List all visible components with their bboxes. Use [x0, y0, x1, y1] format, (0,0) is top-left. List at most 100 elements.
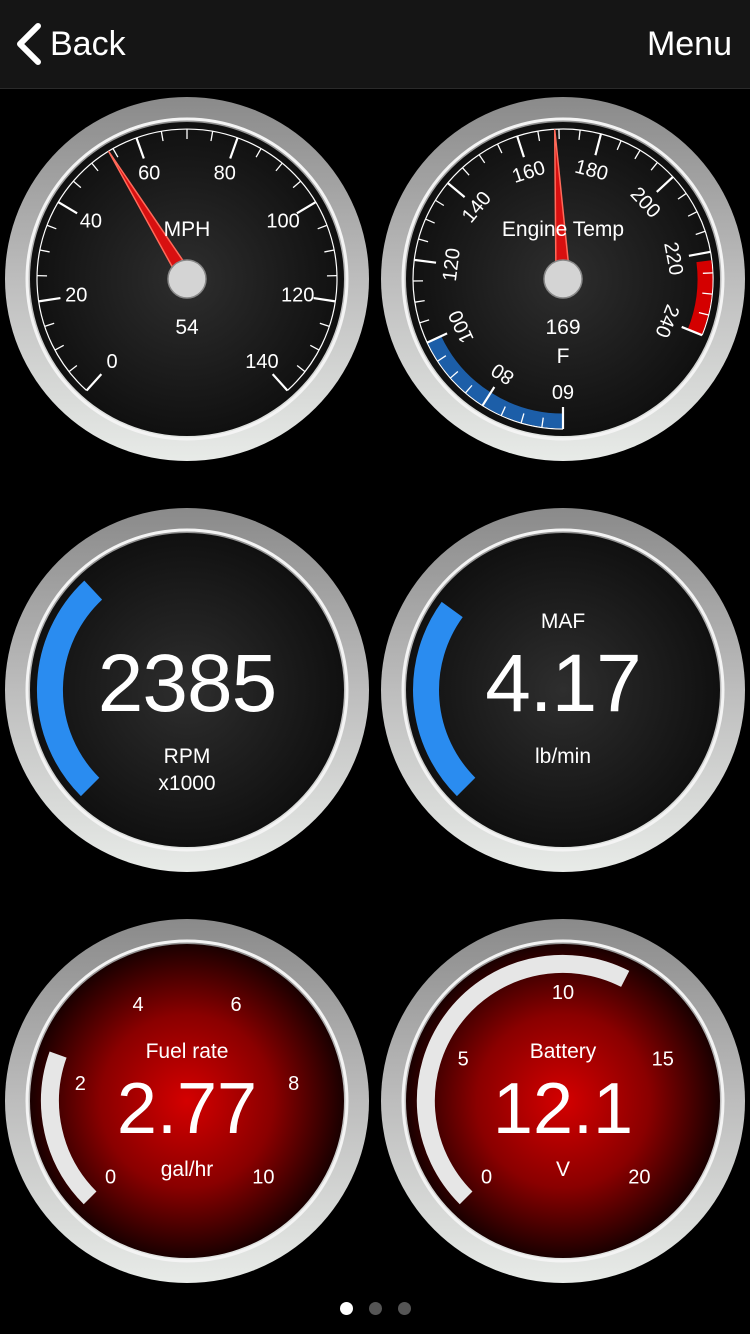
fuel-rate-gauge[interactable]: 0 2 4 6 8 10 Fuel rate 2.77 gal/hr: [2, 916, 372, 1286]
dial-tick: [210, 131, 214, 142]
maf-gauge[interactable]: MAF 4.17 lb/min: [378, 505, 748, 875]
gauge-face: [30, 533, 344, 847]
dial-tick: [85, 373, 103, 392]
dial-tick: [313, 296, 336, 303]
dial-tick: [91, 162, 99, 172]
dial-tick: [537, 131, 541, 142]
dial-tick: [39, 249, 50, 253]
rpm-value: 2385: [97, 638, 277, 729]
dial-tick: [496, 143, 503, 154]
maf-dial: [381, 508, 745, 872]
dial-tick: [414, 258, 437, 264]
page-indicator[interactable]: [0, 1302, 750, 1320]
dial-tick: [500, 406, 506, 416]
dial-tick: [698, 311, 709, 316]
fuel-rate-dial: 0 2 4 6 8 10: [5, 919, 369, 1283]
gauge-face: [406, 944, 720, 1258]
temp-tick-label: 120: [439, 247, 465, 283]
dial-tick: [414, 299, 425, 303]
menu-button[interactable]: Menu: [646, 25, 732, 63]
bezel-inner-ring: [25, 117, 349, 441]
gauge-face: [406, 533, 720, 847]
dial-tick: [464, 384, 473, 394]
back-button[interactable]: Back: [14, 20, 126, 68]
needle-hub: [543, 259, 583, 299]
speed-value: 54: [175, 316, 199, 339]
speed-tick-label: 60: [138, 163, 160, 185]
dial-tick: [255, 148, 262, 158]
dial-tick: [57, 201, 78, 215]
fuel-rate-tick-label: 10: [252, 1166, 274, 1188]
dial-tick: [54, 344, 65, 351]
dial-tick: [578, 129, 581, 140]
rpm-level-arc: [36, 580, 103, 797]
engine-temp-title: Engine Temp: [501, 218, 625, 241]
fuel-rate-tick-label: 6: [230, 994, 241, 1016]
bezel-inner-ring: [25, 528, 349, 852]
engine-temp-value: 169: [545, 316, 581, 339]
dial-tick: [656, 176, 674, 193]
dial-tick: [292, 180, 302, 189]
dial-tick: [650, 162, 658, 171]
hot-zone-band: [687, 260, 713, 336]
dial-tick: [38, 296, 61, 303]
dial-tick: [687, 211, 698, 217]
dial-tick: [688, 250, 711, 257]
rpm-gauge[interactable]: 2385 RPM x1000: [2, 505, 372, 875]
gauge-face: [30, 944, 344, 1258]
dial-tick: [634, 149, 641, 160]
dial-tick: [309, 344, 320, 351]
dial-tick: [425, 218, 435, 224]
chevron-left-icon: [17, 23, 41, 65]
page-dot[interactable]: [368, 1302, 382, 1315]
bezel-inner-ring: [401, 528, 725, 852]
dial-tick: [449, 370, 459, 379]
needle-hub: [167, 259, 207, 299]
page-dot[interactable]: [339, 1302, 353, 1315]
speed-tick-label: 140: [245, 351, 278, 373]
speed-tick-label: 40: [80, 211, 102, 233]
dial-tick: [160, 131, 164, 142]
fuel-rate-value: 2.77: [116, 1069, 258, 1149]
battery-gauge[interactable]: 0 5 10 15 20 Battery 12.1 V: [378, 916, 748, 1286]
engine-temp-gauge[interactable]: 60 80 100 120 140 160 180 200 220 240 Engine Temp…: [378, 94, 748, 464]
speed-unit-label: MPH: [163, 218, 211, 241]
fuel-rate-tick-label: 8: [288, 1073, 299, 1095]
dial-tick: [541, 417, 544, 428]
back-label: Back: [50, 24, 126, 63]
page-dot[interactable]: [397, 1302, 411, 1315]
dial-tick: [296, 201, 317, 215]
dial-tick: [44, 322, 55, 328]
dial-tick: [681, 325, 703, 337]
speed-tick-label: 100: [266, 211, 299, 233]
fuel-rate-tick-label: 2: [75, 1073, 86, 1095]
dial-tick: [702, 292, 713, 295]
dial-tick: [594, 133, 603, 156]
speed-tick-label: 80: [214, 163, 236, 185]
battery-dial: 0 5 10 15 20: [381, 919, 745, 1283]
navigation-bar: Back Menu: [0, 0, 750, 89]
bezel-inner-ring: [25, 939, 349, 1263]
dial-tick: [319, 322, 330, 328]
dial-tick: [434, 199, 445, 207]
dial-tick: [317, 224, 328, 230]
dial-tick: [296, 364, 306, 373]
fuel-rate-level-arc: [40, 1051, 97, 1205]
dial-tick: [616, 140, 622, 151]
dial-tick: [229, 137, 239, 159]
battery-tick-label: 5: [458, 1049, 469, 1071]
speedometer-dial: 0 20 40 60 80 100 120 140: [5, 97, 369, 461]
speed-tick-label: 120: [281, 285, 314, 307]
dial-tick: [516, 135, 525, 158]
engine-temp-unit: F: [556, 345, 570, 368]
battery-tick-label: 15: [652, 1049, 674, 1071]
speedometer-gauge[interactable]: 0 20 40 60 80 100 120 140 MPH 54: [2, 94, 372, 464]
dial-tick: [481, 386, 496, 407]
dial-tick: [437, 355, 447, 362]
maf-level-arc: [413, 601, 476, 797]
dial-tick: [478, 154, 486, 164]
speed-tick-label: 0: [107, 351, 118, 373]
rpm-dial: [5, 508, 369, 872]
battery-tick-label: 10: [552, 982, 574, 1004]
